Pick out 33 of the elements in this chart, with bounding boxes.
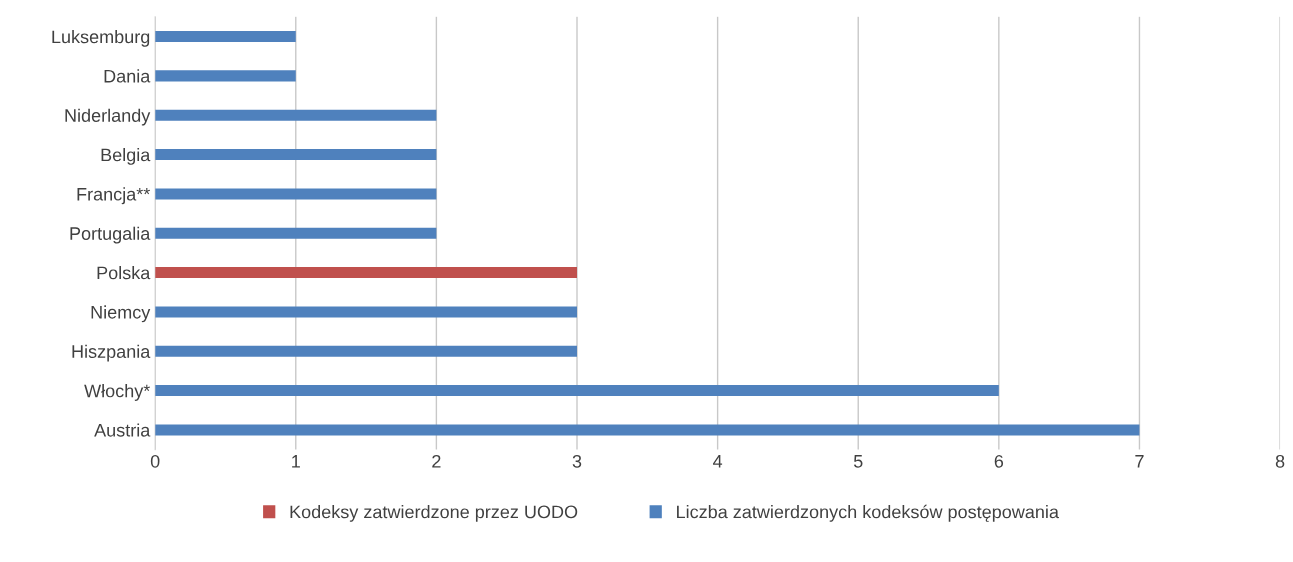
y-tick-label: Luksemburg — [52, 29, 150, 47]
y-tick-label: Polska — [97, 266, 151, 280]
x-tick-label: 5 — [853, 455, 863, 468]
bar — [155, 385, 999, 397]
y-tick-label: Dania — [104, 69, 151, 83]
bar — [155, 70, 296, 82]
bar — [155, 31, 296, 43]
x-tick-label: 2 — [432, 454, 441, 468]
x-tick-label: 8 — [1275, 454, 1285, 468]
bar — [155, 227, 437, 239]
y-tick-label: Belgia — [101, 148, 151, 165]
y-tick-label: Francja** — [77, 187, 151, 205]
x-tick-label: 1 — [292, 455, 300, 468]
bar — [155, 109, 437, 121]
y-tick-label: Niemcy — [91, 305, 151, 323]
legend-label: Liczba zatwierdzonych kodeksów postępowania — [677, 504, 1059, 522]
bar — [155, 345, 577, 357]
y-tick-label: Niderlandy — [65, 108, 151, 126]
bar — [155, 267, 577, 279]
x-tick-label: 7 — [1135, 455, 1144, 468]
x-tick-label: 3 — [572, 454, 582, 468]
bar — [155, 188, 437, 200]
y-tick-label: Austria — [94, 423, 151, 437]
x-tick-label: 4 — [713, 455, 723, 468]
x-tick-label: 6 — [994, 454, 1004, 468]
x-tick-label: 0 — [150, 454, 160, 468]
bar — [155, 424, 1140, 436]
y-tick-label: Hiszpania — [72, 344, 151, 362]
y-tick-label: Portugalia — [70, 226, 151, 244]
bar — [155, 149, 437, 161]
y-tick-label: Włochy* — [84, 384, 151, 401]
legend-label: Kodeksy zatwierdzone przez UODO — [290, 505, 578, 522]
bar — [155, 306, 577, 318]
